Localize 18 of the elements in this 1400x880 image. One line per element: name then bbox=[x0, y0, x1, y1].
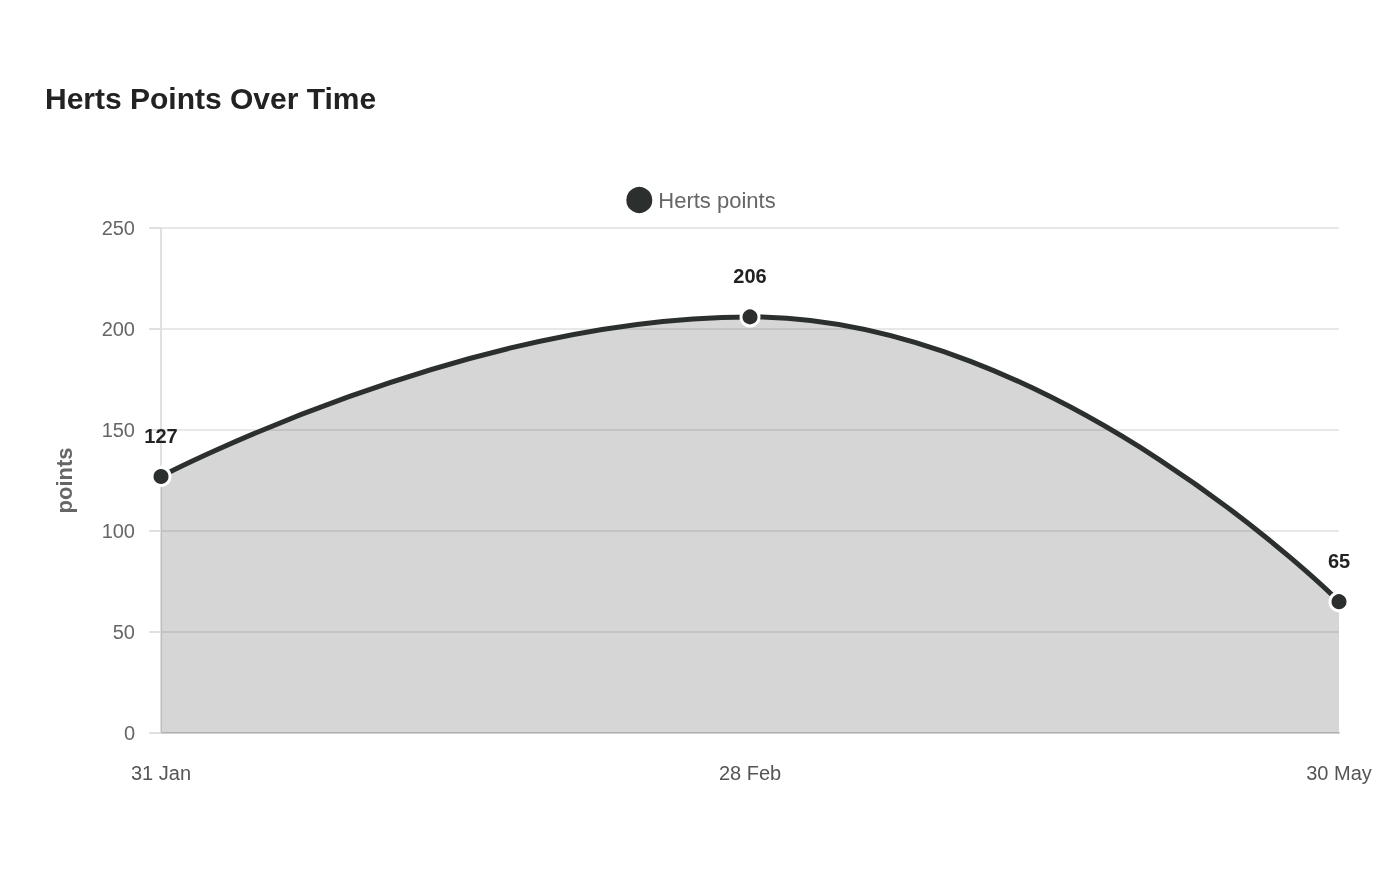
data-label: 206 bbox=[733, 265, 767, 288]
point bbox=[150, 465, 172, 487]
point bbox=[1328, 591, 1350, 613]
x-tick-label: 31 Jan bbox=[130, 762, 192, 784]
data-label: 127 bbox=[144, 424, 178, 447]
x-tick-label: 28 Feb bbox=[718, 762, 782, 784]
legend-label: Herts points bbox=[658, 187, 776, 213]
y-tick-label: 100 bbox=[101, 520, 135, 542]
point bbox=[739, 306, 761, 328]
y-axis-title: points bbox=[51, 447, 77, 514]
y-tick-label: 0 bbox=[123, 722, 135, 744]
y-tick-label: 50 bbox=[112, 621, 135, 643]
chart-title: Herts Points Over Time bbox=[45, 81, 377, 115]
y-tick-label: 200 bbox=[101, 318, 135, 340]
x-tick-label: 30 May bbox=[1306, 762, 1372, 784]
y-tick-label: 250 bbox=[101, 217, 135, 239]
data-label: 65 bbox=[1327, 550, 1351, 573]
y-tick-label: 150 bbox=[101, 419, 135, 441]
